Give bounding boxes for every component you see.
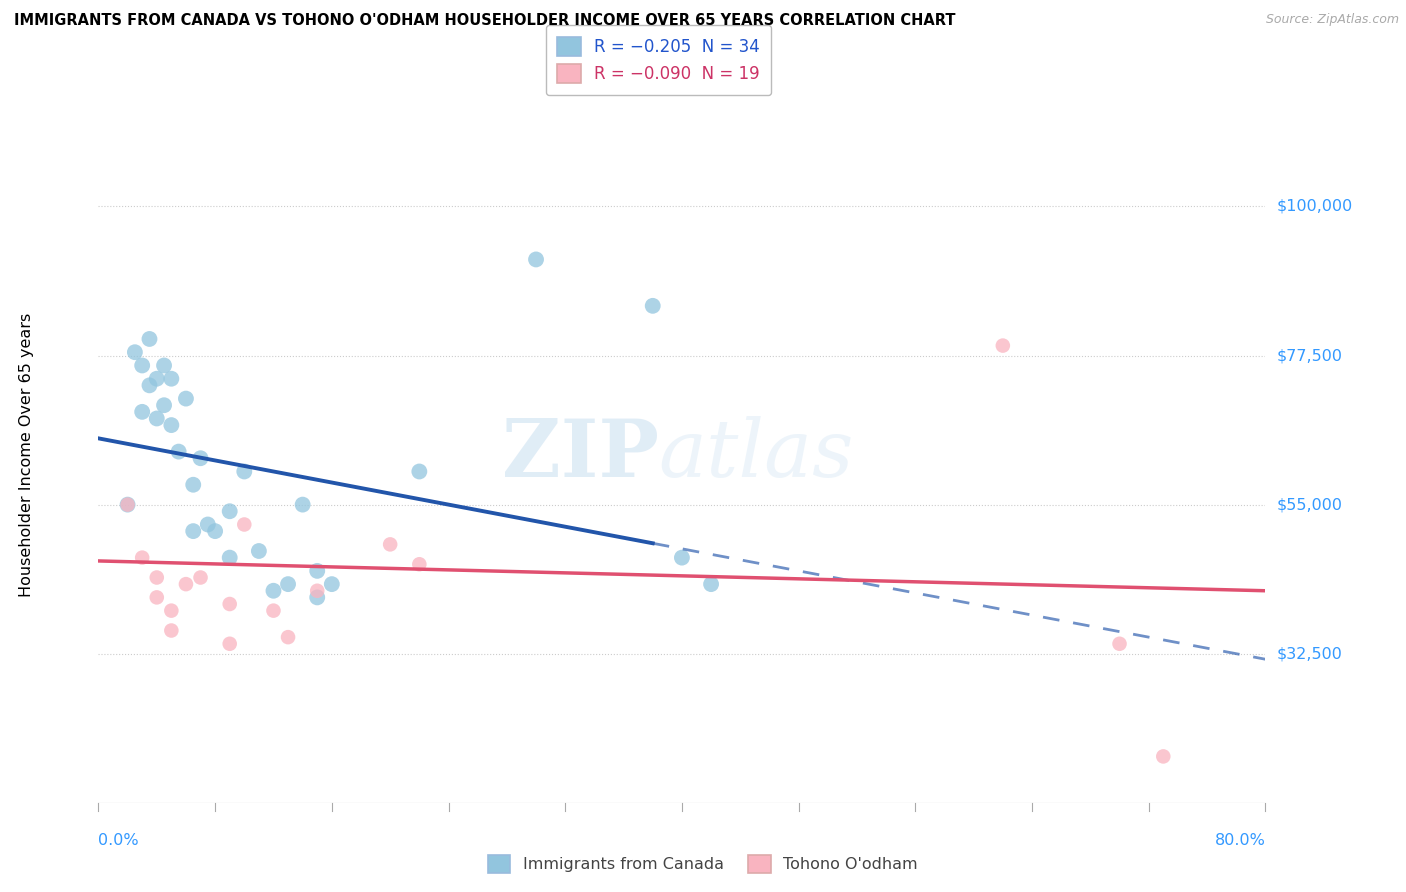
- Text: 0.0%: 0.0%: [98, 833, 139, 848]
- Point: [247, 544, 270, 558]
- Point: [167, 444, 190, 458]
- Point: [197, 517, 219, 532]
- Legend: R = −0.205  N = 34, R = −0.090  N = 19: R = −0.205 N = 34, R = −0.090 N = 19: [546, 25, 772, 95]
- Point: [218, 597, 240, 611]
- Point: [991, 338, 1014, 352]
- Text: $100,000: $100,000: [1277, 199, 1353, 214]
- Point: [117, 498, 139, 512]
- Point: [160, 418, 183, 433]
- Point: [380, 537, 402, 551]
- Point: [124, 345, 146, 359]
- Point: [218, 550, 240, 565]
- Point: [307, 564, 329, 578]
- Point: [160, 372, 183, 386]
- Point: [146, 411, 169, 425]
- Point: [307, 583, 329, 598]
- Point: [181, 477, 204, 491]
- Point: [181, 524, 204, 538]
- Point: [1108, 637, 1130, 651]
- Point: [1152, 749, 1174, 764]
- Point: [131, 359, 153, 373]
- Text: $55,000: $55,000: [1277, 497, 1343, 512]
- Point: [138, 332, 160, 346]
- Point: [190, 451, 212, 466]
- Point: [174, 577, 197, 591]
- Point: [131, 550, 153, 565]
- Point: [117, 498, 139, 512]
- Point: [218, 504, 240, 518]
- Point: [291, 498, 314, 512]
- Point: [174, 392, 197, 406]
- Text: 80.0%: 80.0%: [1215, 833, 1265, 848]
- Text: Source: ZipAtlas.com: Source: ZipAtlas.com: [1265, 13, 1399, 27]
- Point: [233, 517, 256, 532]
- Point: [233, 465, 256, 479]
- Point: [408, 465, 430, 479]
- Point: [524, 252, 547, 267]
- Point: [700, 577, 723, 591]
- Text: ZIP: ZIP: [502, 416, 658, 494]
- Text: $77,500: $77,500: [1277, 348, 1343, 363]
- Point: [277, 577, 299, 591]
- Point: [321, 577, 343, 591]
- Point: [160, 604, 183, 618]
- Point: [671, 550, 693, 565]
- Point: [307, 591, 329, 605]
- Point: [146, 591, 169, 605]
- Point: [138, 378, 160, 392]
- Point: [190, 570, 212, 584]
- Text: Householder Income Over 65 years: Householder Income Over 65 years: [18, 313, 34, 597]
- Point: [641, 299, 664, 313]
- Point: [262, 604, 284, 618]
- Text: IMMIGRANTS FROM CANADA VS TOHONO O'ODHAM HOUSEHOLDER INCOME OVER 65 YEARS CORREL: IMMIGRANTS FROM CANADA VS TOHONO O'ODHAM…: [14, 13, 956, 29]
- Point: [153, 359, 176, 373]
- Point: [262, 583, 284, 598]
- Point: [153, 398, 176, 412]
- Point: [277, 630, 299, 644]
- Point: [408, 558, 430, 572]
- Point: [218, 637, 240, 651]
- Legend: Immigrants from Canada, Tohono O'odham: Immigrants from Canada, Tohono O'odham: [482, 848, 924, 880]
- Text: $32,500: $32,500: [1277, 646, 1343, 661]
- Point: [204, 524, 226, 538]
- Text: atlas: atlas: [658, 417, 853, 493]
- Point: [131, 405, 153, 419]
- Point: [146, 372, 169, 386]
- Point: [160, 624, 183, 638]
- Point: [146, 570, 169, 584]
